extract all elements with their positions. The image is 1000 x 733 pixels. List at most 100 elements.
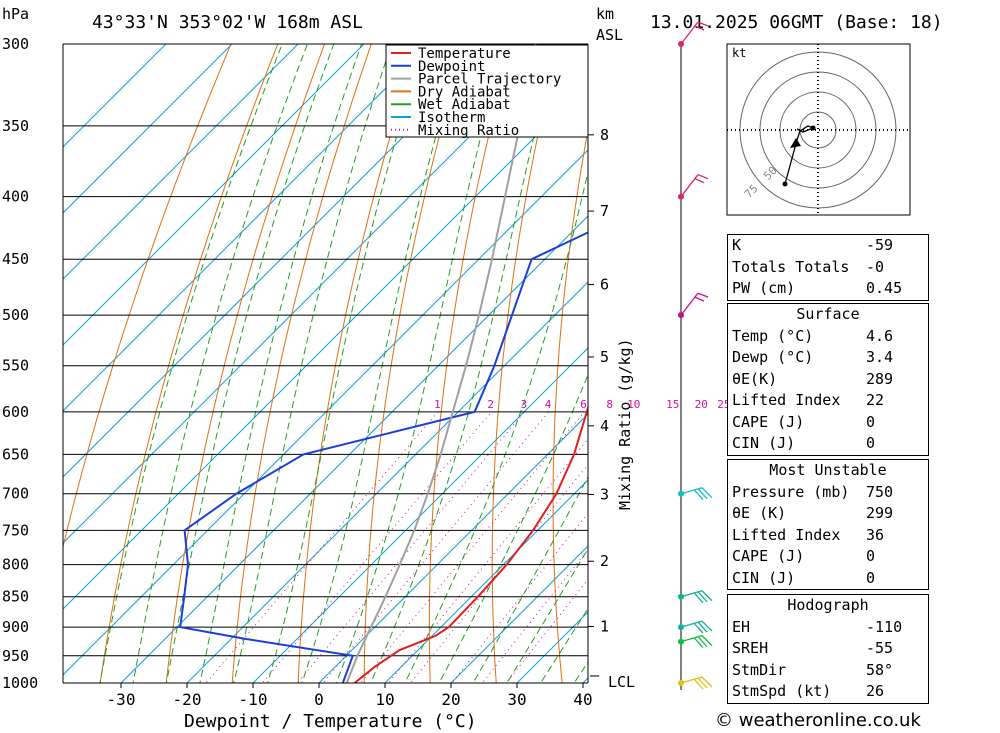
- dry-adiabat-line: [297, 44, 419, 683]
- location-title: 43°33'N 353°02'W 168m ASL: [92, 12, 363, 33]
- height-tick-label: 2: [600, 552, 609, 570]
- stmspd-row: StmSpd (kt) 26: [732, 682, 885, 700]
- pressure-tick-label: 500: [2, 306, 29, 324]
- sreh-row: SREH -55: [732, 639, 894, 657]
- wet-adiabat-line: [540, 607, 588, 683]
- pressure-tick-label: 950: [2, 647, 29, 665]
- isotherm-line: [63, 44, 299, 280]
- lcl-tick-line: —: [590, 666, 600, 684]
- dry-adiabat-line: [491, 44, 559, 683]
- pressure-tick-label: 400: [2, 188, 29, 206]
- wind-barb: [680, 634, 713, 649]
- height-km-axis: 1 2 3 4 5 6 7 8: [588, 126, 609, 635]
- mixing-ratio-value-label: 8: [606, 398, 613, 411]
- isotherm-line: [63, 44, 233, 214]
- sounding-series: [179, 44, 588, 683]
- wind-barb: [680, 620, 713, 634]
- mixing-ratio-line: [387, 438, 588, 683]
- wind-barb-flag: [680, 174, 709, 198]
- eh-row: EH -110: [732, 617, 903, 636]
- surface-li-row: Lifted Index 22: [732, 391, 885, 409]
- k-index-row: K -59: [732, 236, 894, 254]
- legend-entry-label: Dewpoint: [418, 59, 485, 75]
- isotherm-line: [186, 281, 588, 683]
- height-unit-asl-label: ASL: [596, 26, 623, 44]
- wet-adiabat-line: [335, 44, 506, 683]
- mixing-ratio-line: [205, 411, 439, 683]
- x-tick-label: 30: [507, 690, 526, 709]
- hodograph-kt-label: kt: [732, 46, 746, 60]
- mixing-ratio-value-label: 3: [520, 398, 527, 411]
- pw-row: PW (cm) 0.45: [732, 279, 903, 297]
- wind-barb-feathers: [680, 590, 713, 604]
- mu-li-row: Lifted Index 36: [732, 525, 885, 544]
- height-unit-label: km: [596, 5, 614, 23]
- most-unstable-panel: Most Unstable Pressure (mb) 750 θE (K) 299…: [727, 459, 929, 590]
- wet-adiabat-line: [404, 169, 588, 683]
- wind-barb: [680, 21, 709, 45]
- isotherm-line: [120, 215, 588, 683]
- mu-theta-row: θE (K) 299: [732, 504, 894, 522]
- wind-barb-feathers: [680, 676, 713, 690]
- mixing-ratio-value-label: 20: [695, 398, 708, 411]
- pressure-tick-label: 750: [2, 521, 29, 539]
- wind-barb-flag: [680, 21, 709, 45]
- wet-adiabat-line: [301, 44, 463, 683]
- x-tick-label: -30: [107, 690, 136, 709]
- pressure-tick-label: 450: [2, 250, 29, 268]
- height-tick-label: 1: [600, 617, 609, 635]
- dry-adiabat-line: [979, 7, 1000, 709]
- dry-adiabat-line: [669, 7, 705, 709]
- hodograph-start-point: [782, 181, 788, 187]
- mixing-ratio-line: [451, 512, 588, 683]
- hodograph-title: Hodograph: [787, 596, 869, 614]
- surface-cin-row: CIN (J) 0: [732, 434, 876, 452]
- pressure-tick-label: 700: [2, 485, 29, 503]
- hodograph-plot: kt 50 75: [726, 43, 911, 216]
- mu-cape-row: CAPE (J) 0: [732, 547, 876, 565]
- pressure-tick-label: 300: [2, 35, 29, 53]
- pressure-tick-label: 600: [2, 403, 29, 421]
- dry-adiabat-line: [99, 44, 279, 683]
- wet-adiabat-line: [267, 44, 426, 683]
- height-tick-label: 4: [600, 417, 609, 435]
- x-tick-label: 40: [573, 690, 592, 709]
- wet-adiabat-line: [165, 44, 335, 683]
- x-tick-label: 20: [441, 690, 460, 709]
- wet-adiabat-line: [472, 475, 588, 683]
- parcel-trajectory-line: [345, 44, 537, 683]
- surface-title: Surface: [796, 305, 860, 323]
- pressure-tick-label: 1000: [2, 674, 38, 692]
- x-tick-label: 10: [375, 690, 394, 709]
- mixing-ratio-value-label: 15: [666, 398, 679, 411]
- wind-barb: [680, 590, 713, 604]
- mixing-ratio-line: [481, 549, 588, 683]
- mixing-ratio-value-label: 2: [487, 398, 494, 411]
- wet-adiabat-line: [370, 44, 557, 683]
- wind-barb-feathers: [680, 487, 713, 501]
- height-tick-label: 5: [600, 348, 609, 366]
- mixing-ratio-value-label: 10: [627, 398, 640, 411]
- mixing-ratio-line: [261, 411, 492, 683]
- legend-entry-label: Wet Adiabat: [418, 97, 511, 113]
- mixing-ratio-line: [409, 463, 588, 683]
- x-tick-label: 0: [314, 690, 324, 709]
- isotherm-line: [384, 479, 588, 683]
- legend-entry-label: Isotherm: [418, 110, 485, 126]
- pressure-tick-label: 550: [2, 357, 29, 375]
- wind-barb: [680, 292, 709, 316]
- pressure-tick-label: 650: [2, 445, 29, 463]
- pressure-unit-label: hPa: [2, 5, 29, 23]
- site-credit: © weatheronline.co.uk: [715, 710, 921, 731]
- mixing-ratio-line: [296, 411, 525, 683]
- mu-pressure-row: Pressure (mb) 750: [732, 482, 894, 501]
- dry-adiabat-line: [165, 44, 326, 683]
- height-tick-label: 8: [600, 126, 609, 144]
- surface-temp-row: Temp (°C) 4.6: [732, 326, 894, 345]
- dry-adiabat-line: [931, 7, 1000, 709]
- indices-panel: K -59 Totals Totals -0 PW (cm) 0.45: [727, 234, 929, 301]
- wind-barb: [680, 487, 713, 501]
- wind-barb: [680, 174, 709, 198]
- isotherm-line: [318, 413, 588, 683]
- totals-totals-row: Totals Totals -0: [732, 257, 885, 276]
